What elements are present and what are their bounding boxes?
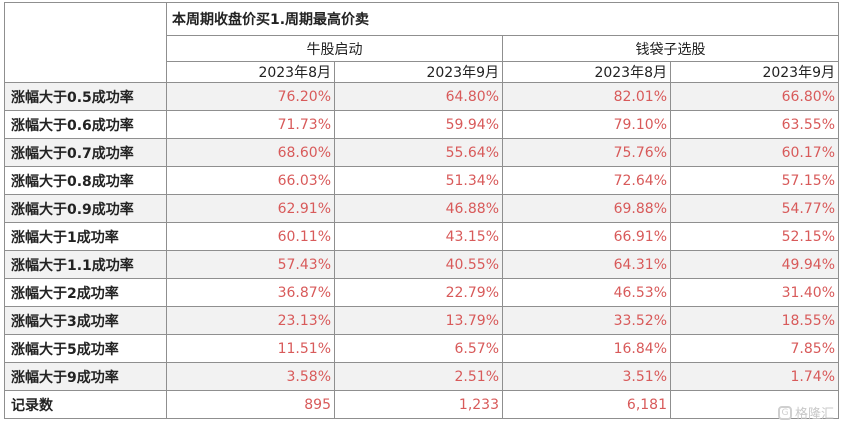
table-row: 涨幅大于3成功率 23.13% 13.79% 33.52% 18.55% <box>4 306 839 335</box>
value-cell: 3.51% <box>502 362 671 391</box>
value-cell: 11.51% <box>166 334 335 363</box>
value-cell: 22.79% <box>334 278 503 307</box>
table-row: 涨幅大于5成功率 11.51% 6.57% 16.84% 7.85% <box>4 334 839 363</box>
value-cell: 69.88% <box>502 194 671 223</box>
value-cell: 60.17% <box>670 138 839 167</box>
value-cell: 1,233 <box>334 390 503 419</box>
table-row: 涨幅大于0.5成功率 76.20% 64.80% 82.01% 66.80% <box>4 82 839 111</box>
watermark-text: 格隆汇 <box>794 407 834 422</box>
table-row: 涨幅大于0.7成功率 68.60% 55.64% 75.76% 60.17% <box>4 138 839 167</box>
value-cell: 36.87% <box>166 278 335 307</box>
value-cell: 31.40% <box>670 278 839 307</box>
table-row: 涨幅大于1.1成功率 57.43% 40.55% 64.31% 49.94% <box>4 250 839 279</box>
value-cell: 13.79% <box>334 306 503 335</box>
value-cell: 7.85% <box>670 334 839 363</box>
row-label: 涨幅大于0.6成功率 <box>4 110 167 139</box>
table-title: 本周期收盘价买1.周期最高价卖 <box>166 2 839 36</box>
table-row: 涨幅大于9成功率 3.58% 2.51% 3.51% 1.74% <box>4 362 839 391</box>
value-cell: 46.53% <box>502 278 671 307</box>
value-cell: 55.64% <box>334 138 503 167</box>
value-cell: 57.15% <box>670 166 839 195</box>
table-row: 涨幅大于0.8成功率 66.03% 51.34% 72.64% 57.15% <box>4 166 839 195</box>
value-cell: 1.74% <box>670 362 839 391</box>
row-label: 涨幅大于1.1成功率 <box>4 250 167 279</box>
value-cell: 66.80% <box>670 82 839 111</box>
value-cell: 51.34% <box>334 166 503 195</box>
row-label: 涨幅大于0.7成功率 <box>4 138 167 167</box>
value-cell: 33.52% <box>502 306 671 335</box>
table-row: 涨幅大于0.6成功率 71.73% 59.94% 79.10% 63.55% <box>4 110 839 139</box>
row-label: 涨幅大于0.8成功率 <box>4 166 167 195</box>
value-cell: 46.88% <box>334 194 503 223</box>
row-label: 记录数 <box>4 390 167 419</box>
corner-cell <box>4 2 167 83</box>
row-label: 涨幅大于9成功率 <box>4 362 167 391</box>
title-row: 本周期收盘价买1.周期最高价卖 <box>4 2 839 83</box>
value-cell: 18.55% <box>670 306 839 335</box>
period-header-row: 2023年8月 2023年9月 2023年8月 2023年9月 <box>5 61 839 83</box>
table-row: 记录数 895 1,233 6,181 <box>4 390 839 419</box>
value-cell: 62.91% <box>166 194 335 223</box>
value-cell: 43.15% <box>334 222 503 251</box>
value-cell: 82.01% <box>502 82 671 111</box>
group-header-niugu: 牛股启动 <box>166 35 503 62</box>
group-header-row: 牛股启动 钱袋子选股 <box>5 35 839 62</box>
table-row: 涨幅大于0.9成功率 62.91% 46.88% 69.88% 54.77% <box>4 194 839 223</box>
success-rate-table: 本周期收盘价买1.周期最高价卖 牛股启动 钱袋子选股 2023年8月 2023年… <box>4 2 839 419</box>
brand-logo-icon: G <box>777 405 792 420</box>
value-cell: 64.80% <box>334 82 503 111</box>
value-cell: 60.11% <box>166 222 335 251</box>
watermark: G 格隆汇 <box>777 403 834 422</box>
table-row: 涨幅大于2成功率 36.87% 22.79% 46.53% 31.40% <box>4 278 839 307</box>
value-cell <box>670 390 839 419</box>
value-cell: 49.94% <box>670 250 839 279</box>
row-label: 涨幅大于2成功率 <box>4 278 167 307</box>
value-cell: 79.10% <box>502 110 671 139</box>
value-cell: 64.31% <box>502 250 671 279</box>
value-cell: 63.55% <box>670 110 839 139</box>
period-header: 2023年9月 <box>334 61 503 83</box>
value-cell: 23.13% <box>166 306 335 335</box>
value-cell: 6,181 <box>502 390 671 419</box>
row-label: 涨幅大于0.9成功率 <box>4 194 167 223</box>
period-header: 2023年9月 <box>670 61 839 83</box>
value-cell: 2.51% <box>334 362 503 391</box>
value-cell: 66.03% <box>166 166 335 195</box>
period-header: 2023年8月 <box>166 61 335 83</box>
group-header-qiandaizi: 钱袋子选股 <box>502 35 839 62</box>
value-cell: 895 <box>166 390 335 419</box>
value-cell: 59.94% <box>334 110 503 139</box>
value-cell: 76.20% <box>166 82 335 111</box>
row-label: 涨幅大于0.5成功率 <box>4 82 167 111</box>
value-cell: 71.73% <box>166 110 335 139</box>
value-cell: 72.64% <box>502 166 671 195</box>
value-cell: 66.91% <box>502 222 671 251</box>
value-cell: 3.58% <box>166 362 335 391</box>
value-cell: 52.15% <box>670 222 839 251</box>
table-row: 涨幅大于1成功率 60.11% 43.15% 66.91% 52.15% <box>4 222 839 251</box>
value-cell: 54.77% <box>670 194 839 223</box>
row-label: 涨幅大于5成功率 <box>4 334 167 363</box>
value-cell: 40.55% <box>334 250 503 279</box>
row-label: 涨幅大于1成功率 <box>4 222 167 251</box>
value-cell: 57.43% <box>166 250 335 279</box>
value-cell: 16.84% <box>502 334 671 363</box>
value-cell: 68.60% <box>166 138 335 167</box>
value-cell: 6.57% <box>334 334 503 363</box>
value-cell: 75.76% <box>502 138 671 167</box>
row-label: 涨幅大于3成功率 <box>4 306 167 335</box>
period-header: 2023年8月 <box>502 61 671 83</box>
